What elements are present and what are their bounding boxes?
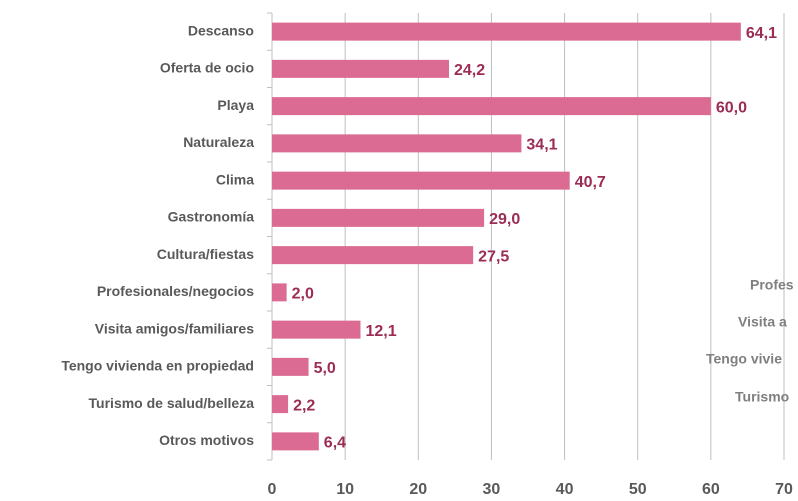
clipped-label: Profes	[750, 277, 794, 293]
bar	[272, 320, 361, 339]
y-tick-label: Playa	[217, 97, 254, 113]
bar	[272, 432, 319, 451]
y-tick-label: Cultura/fiestas	[157, 246, 254, 262]
y-tick-label: Otros motivos	[159, 432, 254, 448]
value-label: 6,4	[324, 435, 346, 452]
bar	[272, 97, 711, 116]
bar	[272, 22, 741, 41]
bar	[272, 171, 570, 190]
y-tick-label: Tengo vivienda en propiedad	[61, 358, 254, 374]
x-tick-label: 30	[483, 481, 501, 498]
clipped-label: Turismo	[735, 389, 789, 405]
bar	[272, 208, 485, 227]
value-label: 34,1	[526, 137, 557, 154]
x-tick-label: 40	[556, 481, 574, 498]
value-label: 64,1	[746, 25, 777, 42]
value-label: 2,0	[292, 286, 314, 303]
y-tick-label: Visita amigos/familiares	[95, 320, 254, 336]
y-tick-label: Oferta de ocio	[160, 60, 254, 76]
value-label: 24,2	[454, 62, 485, 79]
clipped-label: Visita a	[738, 314, 787, 330]
y-tick-label: Clima	[216, 171, 254, 187]
x-tick-label: 70	[775, 481, 793, 498]
value-label: 27,5	[478, 248, 509, 265]
x-tick-label: 60	[702, 481, 720, 498]
x-tick-label: 10	[336, 481, 354, 498]
bar	[272, 134, 522, 153]
y-tick-label: Descanso	[188, 22, 254, 38]
value-label: 2,2	[293, 397, 315, 414]
value-label: 60,0	[716, 99, 747, 116]
clipped-label: Tengo vivie	[706, 351, 782, 367]
bar	[272, 395, 289, 414]
bar	[272, 283, 287, 302]
value-label: 5,0	[314, 360, 336, 377]
x-tick-label: 0	[268, 481, 277, 498]
x-tick-label: 50	[629, 481, 647, 498]
value-label: 12,1	[366, 323, 397, 340]
y-tick-label: Gastronomía	[168, 209, 255, 225]
y-tick-label: Profesionales/negocios	[97, 283, 254, 299]
value-label: 40,7	[575, 174, 606, 191]
value-label: 29,0	[489, 211, 520, 228]
y-tick-label: Naturaleza	[183, 134, 254, 150]
bar	[272, 357, 309, 376]
y-tick-label: Turismo de salud/belleza	[89, 395, 255, 411]
bar	[272, 59, 450, 78]
bar	[272, 246, 474, 265]
x-tick-label: 20	[409, 481, 427, 498]
